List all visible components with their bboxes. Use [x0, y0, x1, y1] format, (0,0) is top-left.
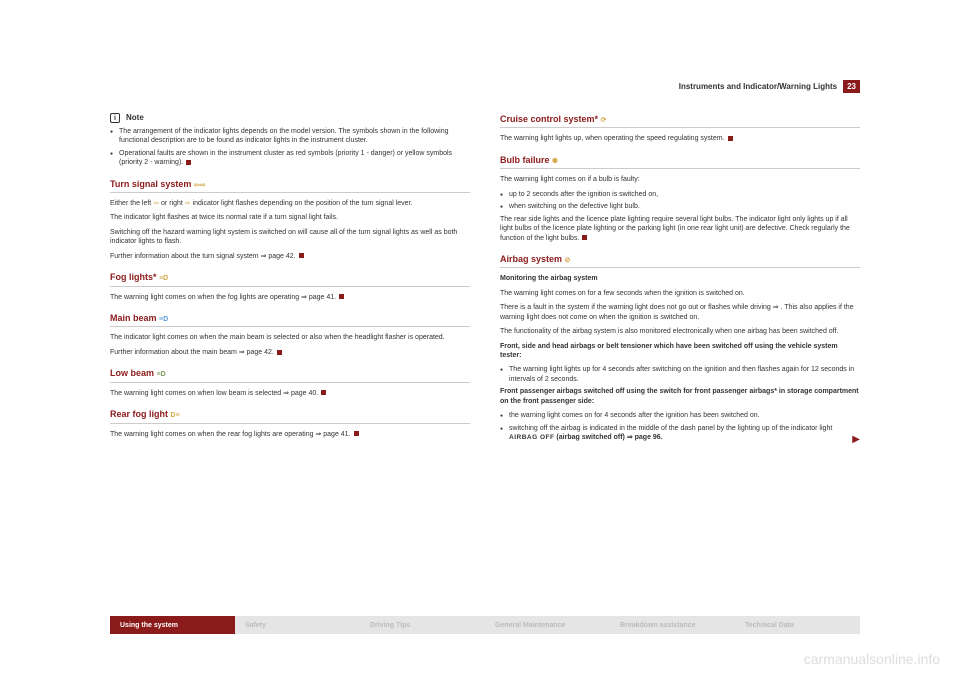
turn-p4: Further information about the turn signa… [110, 252, 470, 261]
rear-fog-icon: D≡ [171, 412, 180, 419]
bulb-b1: up to 2 seconds after the ignition is sw… [500, 190, 860, 199]
note-header: i Note [110, 113, 470, 124]
turn-p1: Either the left ⇦ or right ⇨ indicator l… [110, 199, 470, 208]
main-p1: The indicator light comes on when the ma… [110, 333, 470, 342]
end-mark-icon [321, 390, 326, 395]
bulb-heading: Bulb failure ✺ [500, 154, 860, 169]
fog-light-icon: ≡D [159, 275, 168, 282]
fog-p1: The warning light comes on when the fog … [110, 293, 470, 302]
tab-breakdown[interactable]: Breakdown assistance [610, 616, 735, 634]
header-bar: Instruments and Indicator/Warning Lights… [110, 80, 860, 93]
note-label: Note [126, 113, 144, 124]
end-mark-icon [339, 294, 344, 299]
bulb-b2: when switching on the defective light bu… [500, 202, 860, 211]
airbag-p1: The warning light comes on for a few sec… [500, 289, 860, 298]
tab-safety[interactable]: Safety [235, 616, 360, 634]
right-column: Cruise control system* ⟳ The warning lig… [500, 113, 860, 450]
continue-arrow-icon: ▶ [852, 433, 860, 447]
page-container: Instruments and Indicator/Warning Lights… [0, 0, 960, 450]
end-mark-icon [186, 160, 191, 165]
end-mark-icon [277, 350, 282, 355]
end-mark-icon [354, 431, 359, 436]
main-beam-icon: ≡D [159, 316, 168, 323]
airbag-p2: There is a fault in the system if the wa… [500, 303, 860, 322]
note-bullet-2: Operational faults are shown in the inst… [110, 149, 470, 168]
airbag-heading: Airbag system ⊘ [500, 253, 860, 268]
low-beam-icon: ≡D [157, 371, 166, 378]
main-beam-heading: Main beam ≡D [110, 312, 470, 327]
footer-tabs: Using the system Safety Driving Tips Gen… [110, 616, 860, 634]
tab-technical-data[interactable]: Technical Data [735, 616, 860, 634]
left-column: i Note The arrangement of the indicator … [110, 113, 470, 450]
end-mark-icon [299, 253, 304, 258]
end-mark-icon [728, 136, 733, 141]
airbag-off-label: AIRBAG OFF [509, 434, 554, 441]
tab-driving-tips[interactable]: Driving Tips [360, 616, 485, 634]
bulb-p2: The rear side lights and the licence pla… [500, 215, 860, 243]
low-beam-heading: Low beam ≡D [110, 367, 470, 382]
note-bullet-1: The arrangement of the indicator lights … [110, 127, 470, 146]
tab-general-maintenance[interactable]: General Maintenance [485, 616, 610, 634]
cruise-heading: Cruise control system* ⟳ [500, 113, 860, 128]
fog-lights-heading: Fog lights* ≡D [110, 271, 470, 286]
main-p2: Further information about the main beam … [110, 348, 470, 357]
content-columns: i Note The arrangement of the indicator … [110, 113, 860, 450]
page-number: 23 [843, 80, 860, 93]
airbag-b1: The warning light lights up for 4 second… [500, 365, 860, 384]
cruise-icon: ⟳ [601, 117, 607, 124]
rear-fog-heading: Rear fog light D≡ [110, 408, 470, 423]
cruise-p1: The warning light lights up, when operat… [500, 134, 860, 143]
turn-signal-icon: ⇦⇨ [194, 182, 206, 189]
end-mark-icon [582, 235, 587, 240]
airbag-p3: The functionality of the airbag system i… [500, 327, 860, 336]
turn-p2: The indicator light flashes at twice its… [110, 213, 470, 222]
rear-p1: The warning light comes on when the rear… [110, 430, 470, 439]
header-title: Instruments and Indicator/Warning Lights [679, 82, 837, 91]
tab-using-system[interactable]: Using the system [110, 616, 235, 634]
bulb-p1: The warning light comes on if a bulb is … [500, 175, 860, 184]
airbag-b3: switching off the airbag is indicated in… [500, 424, 860, 447]
turn-signal-heading: Turn signal system ⇦⇨ [110, 178, 470, 193]
bulb-icon: ✺ [552, 158, 558, 165]
info-icon: i [110, 113, 120, 123]
watermark: carmanualsonline.info [804, 651, 940, 667]
low-p1: The warning light comes on when low beam… [110, 389, 470, 398]
turn-p3: Switching off the hazard warning light s… [110, 228, 470, 247]
airbag-h3: Front passenger airbags switched off usi… [500, 387, 860, 406]
airbag-icon: ⊘ [565, 257, 571, 264]
airbag-h1: Monitoring the airbag system [500, 274, 860, 283]
airbag-h2: Front, side and head airbags or belt ten… [500, 342, 860, 361]
airbag-b2: the warning light comes on for 4 seconds… [500, 411, 860, 420]
